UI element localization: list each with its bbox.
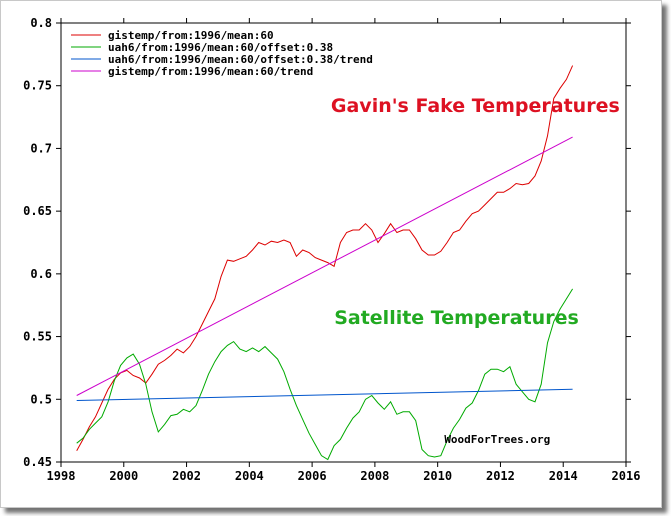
- y-tick-label: 0.65: [23, 204, 52, 218]
- series-line-3: [76, 136, 573, 396]
- x-tick-label: 2008: [360, 469, 389, 483]
- x-tick-label: 2006: [298, 469, 327, 483]
- chart-frame: 0.45 0.5 0.55 0.6 0.65 0.7 0.75 0.8 1998 2000 2002…: [0, 0, 662, 508]
- annotations: Gavin's Fake Temperatures Satellite Tempe…: [331, 95, 620, 446]
- x-tick-label: 2002: [172, 469, 201, 483]
- series-line-1: [76, 288, 574, 461]
- legend-label-2: uah6/from:1996/mean:60/offset:0.38/trend: [108, 53, 373, 66]
- series-line-0: [76, 65, 574, 451]
- plot-border: [60, 22, 627, 463]
- legend: gistemp/from:1996/mean:60uah6/from:1996/…: [71, 29, 373, 78]
- x-tick-label: 2016: [612, 469, 641, 483]
- annotation-label-1: Satellite Temperatures: [334, 307, 579, 329]
- y-tick-label: 0.7: [30, 141, 52, 155]
- axes: 0.45 0.5 0.55 0.6 0.65 0.7 0.75 0.8 1998 2000 2002…: [23, 16, 640, 483]
- x-tick-label: 2012: [486, 469, 515, 483]
- series-line-2: [76, 388, 573, 401]
- x-tick-label: 2010: [423, 469, 452, 483]
- line-chart: 0.45 0.5 0.55 0.6 0.65 0.7 0.75 0.8 1998 2000 2002…: [23, 16, 640, 483]
- y-tick-label: 0.45: [23, 455, 52, 469]
- y-tick-label: 0.55: [23, 330, 52, 344]
- y-tick-label: 0.75: [23, 79, 52, 93]
- legend-label-3: gistemp/from:1996/mean:60/trend: [108, 65, 313, 78]
- x-tick-label: 1998: [47, 469, 76, 483]
- watermark-label: WoodForTrees.org: [444, 433, 550, 446]
- legend-label-1: uah6/from:1996/mean:60/offset:0.38: [108, 41, 333, 54]
- y-tick-label: 0.6: [30, 267, 52, 281]
- series-lines: [76, 65, 574, 461]
- x-tick-label: 2004: [235, 469, 264, 483]
- annotation-label-0: Gavin's Fake Temperatures: [331, 95, 620, 117]
- y-tick-label: 0.5: [30, 392, 52, 406]
- x-tick-label: 2014: [549, 469, 578, 483]
- legend-label-0: gistemp/from:1996/mean:60: [108, 29, 274, 42]
- y-tick-label: 0.8: [30, 16, 52, 30]
- x-tick-label: 2000: [109, 469, 138, 483]
